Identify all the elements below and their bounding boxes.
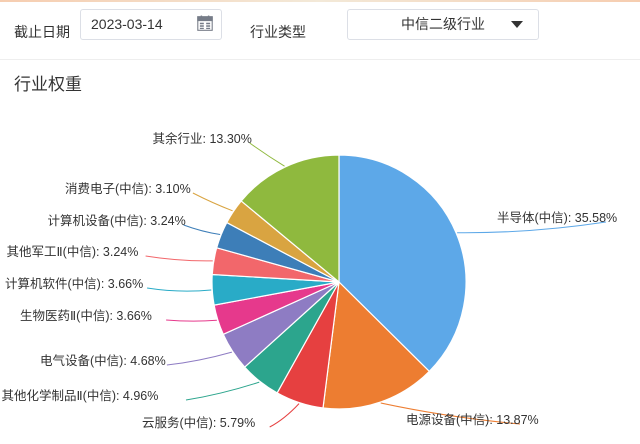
svg-text:消费电子(中信): 3.10%: 消费电子(中信): 3.10% — [65, 181, 191, 196]
svg-text:电源设备(中信): 13.87%: 电源设备(中信): 13.87% — [406, 412, 539, 427]
svg-text:其他军工Ⅱ(中信): 3.24%: 其他军工Ⅱ(中信): 3.24% — [7, 244, 139, 259]
svg-text:生物医药Ⅱ(中信): 3.66%: 生物医药Ⅱ(中信): 3.66% — [20, 308, 152, 323]
svg-text:计算机设备(中信): 3.24%: 计算机设备(中信): 3.24% — [48, 213, 186, 228]
svg-text:计算机软件(中信): 3.66%: 计算机软件(中信): 3.66% — [5, 276, 143, 291]
svg-text:云服务(中信): 5.79%: 云服务(中信): 5.79% — [142, 415, 255, 430]
svg-text:电气设备(中信): 4.68%: 电气设备(中信): 4.68% — [40, 353, 166, 368]
svg-text:其他化学制品Ⅱ(中信): 4.96%: 其他化学制品Ⅱ(中信): 4.96% — [2, 388, 159, 403]
svg-text:半导体(中信): 35.58%: 半导体(中信): 35.58% — [497, 210, 617, 225]
svg-text:其余行业: 13.30%: 其余行业: 13.30% — [153, 131, 252, 146]
